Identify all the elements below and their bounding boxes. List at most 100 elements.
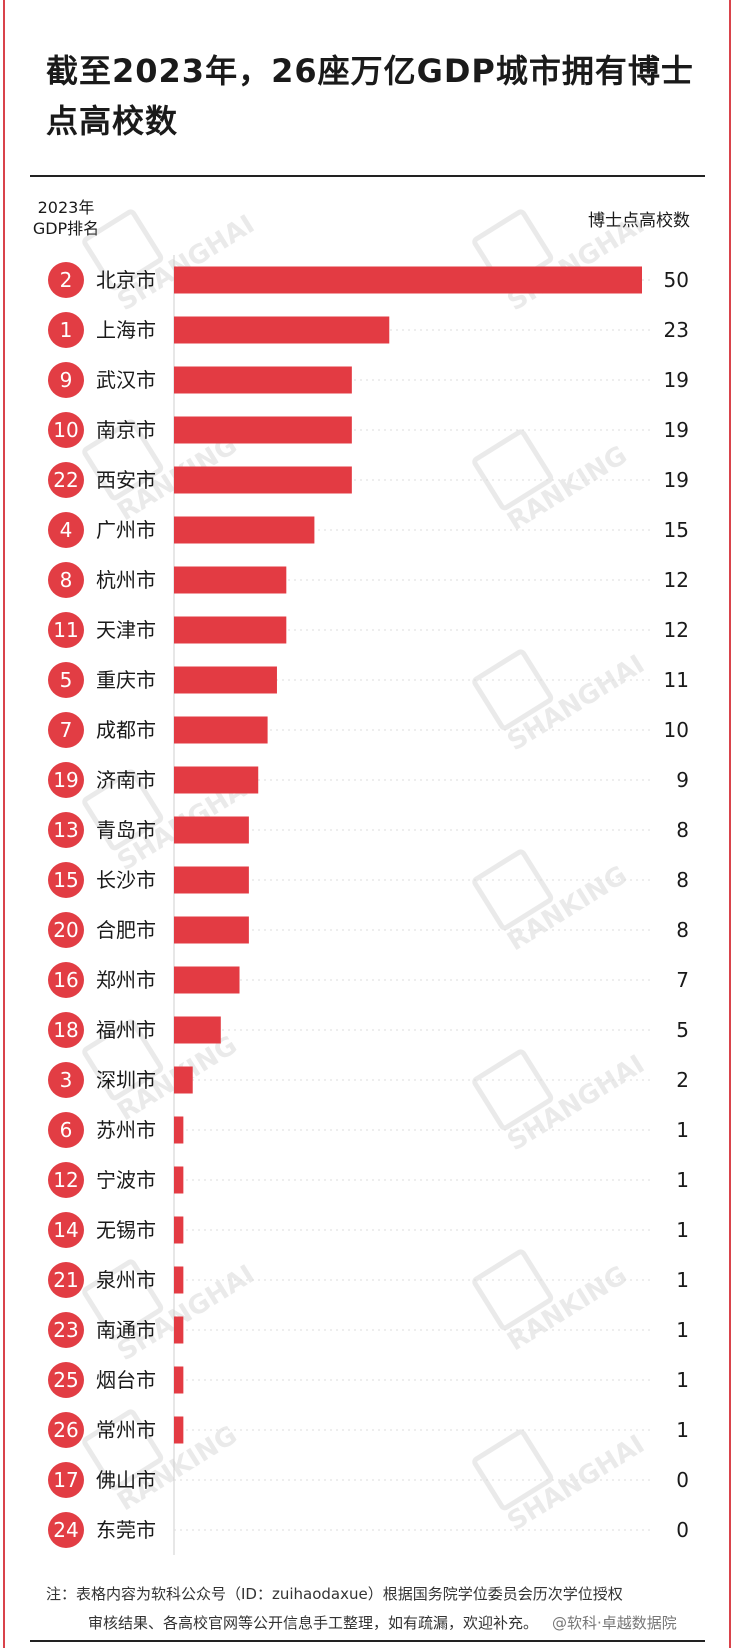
rank-label: 20 xyxy=(53,918,78,942)
rank-badge xyxy=(48,1262,84,1298)
rank-badge xyxy=(48,1412,84,1448)
bar xyxy=(174,1016,221,1044)
city-label: 佛山市 xyxy=(96,1468,156,1492)
city-label: 上海市 xyxy=(96,318,156,342)
rank-badge xyxy=(48,1012,84,1048)
rank-badge xyxy=(48,1212,84,1248)
city-label: 重庆市 xyxy=(96,668,156,692)
rank-label: 3 xyxy=(60,1068,73,1092)
value-label: 19 xyxy=(664,468,689,492)
value-label: 8 xyxy=(676,868,689,892)
value-label: 0 xyxy=(676,1468,689,1492)
bar xyxy=(174,466,352,494)
rank-badge xyxy=(48,762,84,798)
rank-badge xyxy=(48,312,84,348)
bar xyxy=(174,1366,184,1394)
rank-badge xyxy=(48,862,84,898)
rank-badge xyxy=(48,812,84,848)
bar xyxy=(174,816,249,844)
rank-badge xyxy=(48,262,84,298)
value-label: 1 xyxy=(676,1318,689,1342)
bar xyxy=(174,516,315,544)
bar xyxy=(174,1266,184,1294)
value-label: 1 xyxy=(676,1168,689,1192)
value-column-header: 博士点高校数 xyxy=(588,211,690,231)
rank-label: 17 xyxy=(53,1468,78,1492)
city-label: 北京市 xyxy=(96,268,156,292)
city-label: 南通市 xyxy=(96,1318,156,1342)
footnote-credit: @软科·卓越数据院 xyxy=(552,1614,677,1632)
rank-badge xyxy=(48,1362,84,1398)
city-label: 常州市 xyxy=(96,1418,156,1442)
rank-badge xyxy=(48,412,84,448)
value-label: 1 xyxy=(676,1218,689,1242)
bar xyxy=(174,1166,184,1194)
bar xyxy=(174,316,390,344)
rank-badge xyxy=(48,612,84,648)
rank-badge xyxy=(48,1312,84,1348)
value-label: 9 xyxy=(676,768,689,792)
rank-label: 4 xyxy=(60,518,73,542)
footnote-line1: 注：表格内容为软科公众号（ID：zuihaodaxue）根据国务院学位委员会历次… xyxy=(46,1585,623,1603)
city-label: 深圳市 xyxy=(96,1068,156,1092)
value-label: 8 xyxy=(676,818,689,842)
footnote-line2: 审核结果、各高校官网等公开信息手工整理，如有疏漏，欢迎补充。 @软科·卓越数据院 xyxy=(46,1609,716,1638)
value-label: 23 xyxy=(664,318,689,342)
rank-label: 6 xyxy=(60,1118,73,1142)
city-label: 东莞市 xyxy=(96,1518,156,1542)
city-label: 福州市 xyxy=(96,1018,156,1042)
rank-label: 14 xyxy=(53,1218,78,1242)
value-label: 1 xyxy=(676,1368,689,1392)
rank-label: 11 xyxy=(53,618,78,642)
city-label: 烟台市 xyxy=(96,1368,156,1392)
rank-badge xyxy=(48,562,84,598)
title-divider xyxy=(30,175,705,177)
value-label: 19 xyxy=(664,418,689,442)
rank-label: 16 xyxy=(53,968,78,992)
rank-label: 26 xyxy=(53,1418,78,1442)
rank-badge xyxy=(48,912,84,948)
bottom-divider xyxy=(30,1640,705,1642)
city-label: 青岛市 xyxy=(96,818,156,842)
rank-badge xyxy=(48,1062,84,1098)
footnote: 注：表格内容为软科公众号（ID：zuihaodaxue）根据国务院学位委员会历次… xyxy=(46,1580,716,1638)
rank-header-line2: GDP排名 xyxy=(32,219,100,238)
city-label: 武汉市 xyxy=(96,368,156,392)
rank-label: 13 xyxy=(53,818,78,842)
value-label: 1 xyxy=(676,1268,689,1292)
rank-badge xyxy=(48,662,84,698)
footnote-line2-text: 审核结果、各高校官网等公开信息手工整理，如有疏漏，欢迎补充。 xyxy=(88,1614,539,1632)
value-label: 10 xyxy=(664,718,689,742)
rank-label: 10 xyxy=(53,418,78,442)
rank-header-line1: 2023年 xyxy=(37,198,95,217)
rank-badge xyxy=(48,1512,84,1548)
city-label: 长沙市 xyxy=(96,868,156,892)
city-label: 广州市 xyxy=(96,518,156,542)
value-label: 11 xyxy=(664,668,689,692)
city-label: 南京市 xyxy=(96,418,156,442)
rank-label: 18 xyxy=(53,1018,78,1042)
city-label: 无锡市 xyxy=(96,1218,156,1242)
bar xyxy=(174,566,287,594)
rank-label: 2 xyxy=(60,268,73,292)
rank-label: 19 xyxy=(53,768,78,792)
bar xyxy=(174,716,268,744)
bar xyxy=(174,1066,193,1094)
rank-label: 5 xyxy=(60,668,73,692)
city-label: 成都市 xyxy=(96,718,156,742)
rank-label: 15 xyxy=(53,868,78,892)
rank-badge xyxy=(48,1462,84,1498)
bar xyxy=(174,266,642,294)
chart-title: 截至2023年，26座万亿GDP城市拥有博士点高校数 xyxy=(46,52,694,140)
value-label: 15 xyxy=(664,518,689,542)
rank-label: 1 xyxy=(60,318,73,342)
value-label: 1 xyxy=(676,1118,689,1142)
rank-label: 24 xyxy=(53,1518,78,1542)
rank-badge xyxy=(48,712,84,748)
bar xyxy=(174,866,249,894)
bar xyxy=(174,1416,184,1444)
rank-label: 25 xyxy=(53,1368,78,1392)
rank-badge xyxy=(48,1112,84,1148)
value-label: 50 xyxy=(664,268,689,292)
